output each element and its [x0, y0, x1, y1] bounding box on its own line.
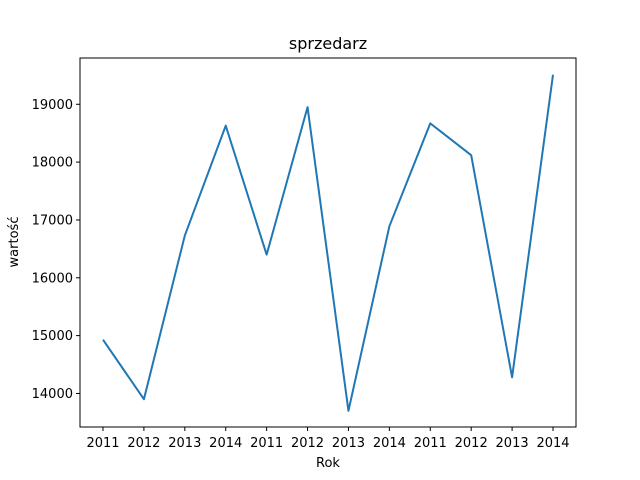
x-tick-label: 2013 [168, 436, 201, 451]
x-axis: 2011 2012 2013 2014 2011 2012 2013 2014 2011 2012… [86, 427, 570, 451]
series-line [102, 74, 554, 412]
x-tick-label: 2011 [86, 436, 119, 451]
y-tick-label: 15000 [32, 329, 73, 344]
plot-frame [79, 57, 577, 428]
y-tick-label: 17000 [32, 213, 73, 228]
x-tick-label: 2012 [455, 436, 488, 451]
y-tick-label: 19000 [32, 98, 73, 113]
y-tick-label: 16000 [32, 271, 73, 286]
x-axis-label: Rok [316, 456, 340, 471]
x-tick-label: 2012 [127, 436, 160, 451]
y-axis-label: wartość [7, 217, 22, 268]
x-tick-label: 2011 [414, 436, 447, 451]
x-tick-label: 2013 [332, 436, 365, 451]
x-tick-label: 2014 [373, 436, 406, 451]
y-tick-label: 18000 [32, 156, 73, 171]
chart-title: sprzedarz [289, 34, 367, 53]
plot-area [80, 58, 576, 427]
y-tick-label: 14000 [32, 387, 73, 402]
x-tick-label: 2012 [291, 436, 324, 451]
x-tick-label: 2011 [250, 436, 283, 451]
x-tick-label: 2014 [536, 436, 569, 451]
x-tick-label: 2013 [496, 436, 529, 451]
x-tick-label: 2014 [209, 436, 242, 451]
series-layer [102, 74, 554, 412]
y-axis: 14000 15000 16000 17000 18000 19000 [32, 98, 80, 402]
